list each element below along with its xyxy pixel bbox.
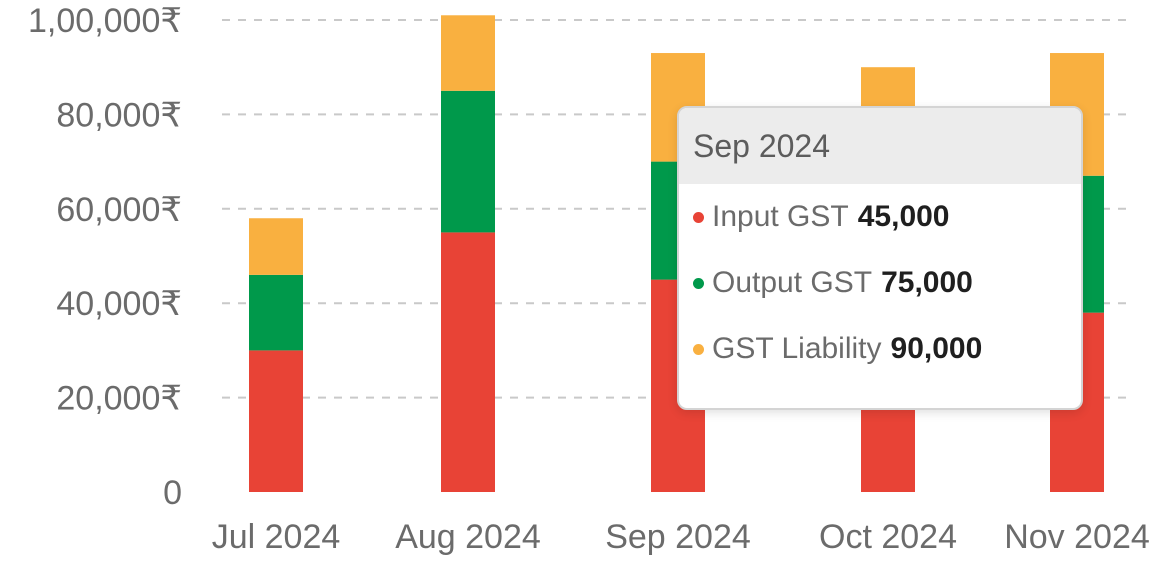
y-tick-label: 60,000₹ [56,191,182,229]
x-tick-label: Oct 2024 [819,518,957,556]
tooltip-value: 90,000 [890,332,983,365]
tooltip-row-gst-liability: GST Liability 90,000 [679,316,1081,382]
tooltip-label: Output GST [712,266,873,299]
y-tick-label: 1,00,000₹ [28,2,182,40]
tooltip-label: Input GST [712,200,849,233]
tooltip-value: 75,000 [881,266,973,299]
bar-segment [249,350,303,492]
tooltip-value: 45,000 [857,200,950,233]
bar-segment [441,232,495,492]
y-tick-label: 20,000₹ [56,380,182,418]
y-tick-label: 0 [163,474,182,512]
x-tick-label: Jul 2024 [212,518,341,556]
x-axis-ticks: Jul 2024 Aug 2024 Sep 2024 Oct 2024 Nov 2024 [212,518,1150,556]
x-tick-label: Nov 2024 [1004,518,1150,556]
tooltip: Sep 2024 Input GST 45,000 Output GST 75,… [677,106,1083,410]
tooltip-row-output-gst: Output GST 75,000 [679,250,1081,316]
bar-segment [249,274,303,351]
bar-segment [249,218,303,275]
bar-segment [441,15,495,91]
tooltip-label: GST Liability [712,332,882,365]
y-tick-label: 80,000₹ [56,96,182,134]
gst-liability-dot-icon [693,343,704,355]
input-gst-dot-icon [693,211,704,223]
tooltip-title: Sep 2024 [679,108,1081,184]
bar-segment [441,90,495,233]
x-tick-label: Sep 2024 [605,518,751,556]
x-tick-label: Aug 2024 [395,518,541,556]
output-gst-dot-icon [693,277,704,289]
y-tick-label: 40,000₹ [56,285,182,323]
tooltip-row-input-gst: Input GST 45,000 [679,184,1081,250]
y-axis-ticks: 0 20,000₹ 40,000₹ 60,000₹ 80,000₹ 1,00,000₹ [28,2,182,512]
